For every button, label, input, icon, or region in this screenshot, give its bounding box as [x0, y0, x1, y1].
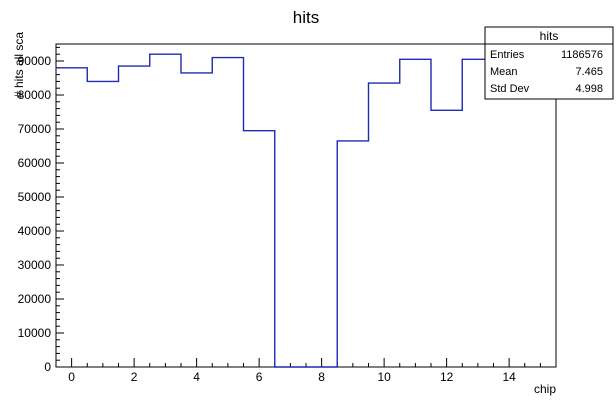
stats-stddev-label: Std Dev — [490, 83, 530, 95]
histogram-bin — [400, 59, 431, 367]
x-tick-label: 2 — [131, 370, 138, 384]
x-tick-label: 12 — [440, 370, 454, 384]
chart-title: hits — [293, 8, 319, 27]
histogram-bin — [87, 81, 118, 367]
x-tick-label: 8 — [318, 370, 325, 384]
histogram-bin — [119, 66, 150, 367]
y-tick-label: 50000 — [18, 190, 52, 204]
y-tick-label: 60000 — [18, 156, 52, 170]
histogram-bin — [56, 68, 87, 367]
stats-entries-label: Entries — [490, 49, 525, 61]
y-tick-label: 70000 — [18, 122, 52, 136]
histogram-bin — [431, 110, 462, 367]
stats-mean-value: 7.465 — [575, 66, 603, 78]
y-tick-label: 20000 — [18, 292, 52, 306]
x-axis: 0 2 4 6 8 10 12 14 — [68, 358, 541, 384]
y-tick-label: 10000 — [18, 326, 52, 340]
x-tick-label: 14 — [502, 370, 516, 384]
y-tick-label: 40000 — [18, 224, 52, 238]
stats-box-title: hits — [540, 29, 559, 43]
stats-mean-label: Mean — [490, 66, 518, 78]
histogram-bin — [150, 54, 181, 367]
x-tick-label: 4 — [193, 370, 200, 384]
histogram-bin — [181, 73, 212, 367]
y-axis-label: # hits all sca — [12, 32, 26, 98]
histogram-bin-marks — [56, 54, 556, 367]
x-tick-label: 10 — [377, 370, 391, 384]
x-axis-label: chip — [534, 382, 556, 396]
y-axis: 0 10000 20000 30000 40000 50000 60000 70000 8000… — [18, 46, 64, 374]
histogram-bin — [462, 59, 493, 367]
histogram-series-line — [56, 53, 556, 368]
y-tick-label: 0 — [44, 360, 51, 374]
histogram-bin — [244, 131, 275, 367]
histogram-bin — [337, 141, 368, 367]
histogram-bin — [369, 83, 400, 367]
x-tick-label: 6 — [256, 370, 263, 384]
y-tick-label: 80000 — [18, 88, 52, 102]
y-tick-label: 30000 — [18, 258, 52, 272]
histogram-bin — [525, 59, 556, 367]
y-axis-label-group: # hits all sca — [12, 32, 26, 98]
stats-box-background — [484, 26, 614, 100]
y-tick-label: 90000 — [18, 54, 52, 68]
histogram-bin — [212, 58, 243, 367]
stats-entries-value: 1186576 — [561, 49, 603, 61]
stats-stddev-value: 4.998 — [575, 83, 603, 95]
histogram-bin — [494, 59, 525, 367]
x-tick-label: 0 — [68, 370, 75, 384]
stats-box: hits Entries 1186576 Mean 7.465 Std Dev … — [484, 26, 614, 100]
